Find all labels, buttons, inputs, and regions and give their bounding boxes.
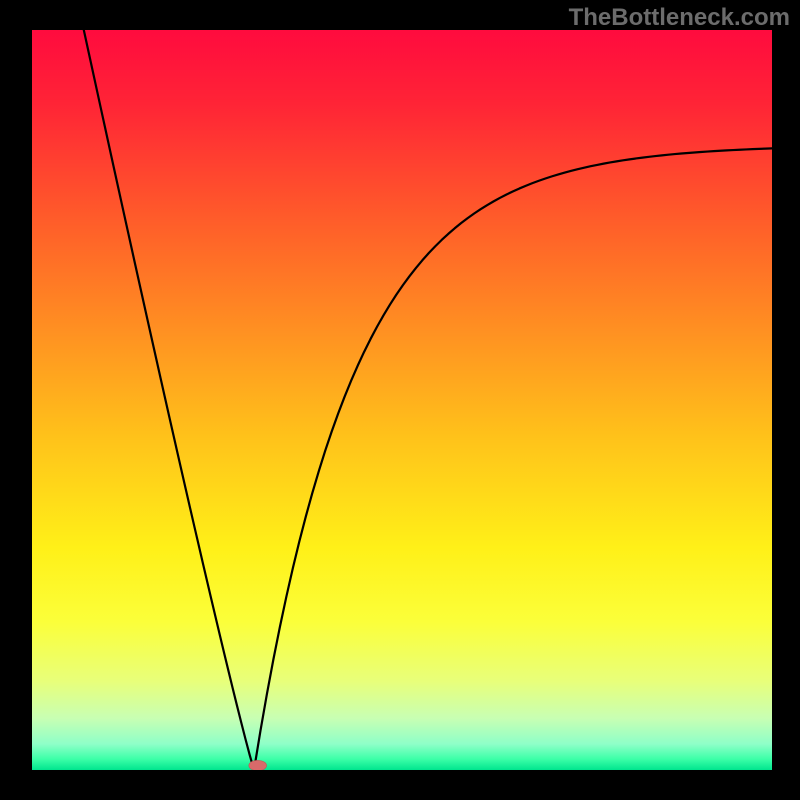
border-left	[0, 0, 32, 800]
border-bottom	[0, 770, 800, 800]
plot-area	[32, 30, 772, 770]
border-top	[0, 0, 800, 30]
border-right	[772, 0, 800, 800]
optimum-marker	[32, 30, 772, 770]
gradient-background	[32, 30, 772, 770]
chart-container: TheBottleneck.com	[0, 0, 800, 800]
bottleneck-curve	[32, 30, 772, 770]
